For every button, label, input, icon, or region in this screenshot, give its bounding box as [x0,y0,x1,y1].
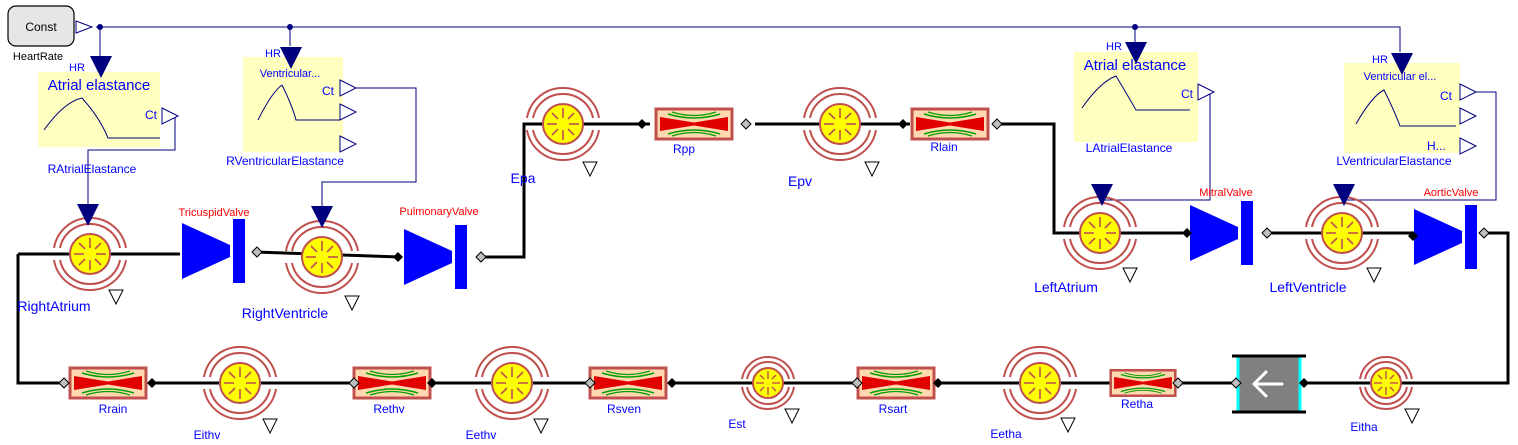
rrain-resistor[interactable]: Rrain [58,366,157,416]
rsven-resistor[interactable]: Rsven [584,366,677,416]
left-ventricular-elastance-block[interactable]: Ventricular el... HR Ct H... LVentricula… [1336,53,1477,168]
retha-resistor[interactable]: Retha [1109,368,1184,411]
epv-compliance[interactable]: Epv [788,86,908,189]
mitral-valve-label: MitralValve [1199,187,1253,199]
eetha-compliance[interactable]: Eetha [990,345,1077,441]
left-ventricular-output-port-2[interactable] [1459,107,1477,125]
est-compliance[interactable]: Est [728,355,800,431]
right-ventricle-label: RightVentricle [242,305,329,321]
rlain-label: Rlain [930,140,957,154]
epv-label: Epv [788,173,812,189]
left-ventricular-elastance-title: Ventricular el... [1364,71,1437,83]
left-ventricular-ct-output-port[interactable] [1459,83,1477,101]
eetha-pressure-port[interactable] [1060,417,1076,433]
left-atrium-pressure-port[interactable] [1122,267,1138,283]
right-ventricle-chamber[interactable]: RightVentricle [242,206,360,321]
left-atrial-elastance-hr: HR [1106,41,1122,53]
right-atrial-elastance-hr: HR [69,62,85,74]
rsven-label: Rsven [607,402,641,416]
right-ventricular-elastance-hr: HR [265,48,281,60]
left-atrium-chamber[interactable]: LeftAtrium [1034,184,1138,295]
right-atrial-elastance-name: RAtrialElastance [48,162,137,176]
epa-pressure-port[interactable] [582,161,598,177]
right-ventricle-elastance-input-arrow [311,206,333,228]
est-pressure-port[interactable] [784,408,800,424]
eetha-label: Eetha [990,427,1022,441]
left-atrial-elastance-ct: Ct [1181,87,1194,101]
est-label: Est [728,417,746,431]
blood-pump-element[interactable] [1230,354,1309,414]
const-name: HeartRate [13,51,63,63]
left-atrial-elastance-title: Atrial elastance [1084,57,1187,74]
eithv-label: Eithv [194,428,221,442]
epv-pressure-port[interactable] [864,161,880,177]
eethv-compliance[interactable]: Eethv [466,345,549,442]
left-atrial-ct-output-port[interactable] [1197,83,1215,101]
tricuspid-valve-label: TricuspidValve [179,207,250,219]
eethv-pressure-port[interactable] [533,418,549,434]
right-ventricular-output-port-2[interactable] [339,103,357,121]
rethv-label: Rethv [373,402,404,416]
pulmonary-valve-label: PulmonaryValve [399,206,478,218]
eithv-compliance[interactable]: Eithv [194,345,278,442]
epa-compliance[interactable]: Epa [511,86,647,186]
eethv-label: Eethv [466,428,497,442]
pulmonary-valve[interactable]: PulmonaryValve [393,206,487,289]
epa-label: Epa [511,170,536,186]
left-ventricular-elastance-name: LVentricularElastance [1336,154,1452,168]
right-atrial-elastance-ct: Ct [145,108,158,122]
right-ventricular-elastance-title: Ventricular... [260,68,321,80]
right-atrial-ct-output-port[interactable] [161,107,179,125]
rlain-resistor[interactable]: Rlain [910,107,1003,154]
left-ventricular-elastance-hr: HR [1372,54,1388,66]
aortic-valve-label: AorticValve [1424,187,1479,199]
left-ventricle-label: LeftVentricle [1269,279,1346,295]
left-atrium-label: LeftAtrium [1034,279,1098,295]
left-atrial-elastance-block[interactable]: Atrial elastance HR Ct LAtrialElastance [1074,41,1215,155]
right-atrial-elastance-title: Atrial elastance [48,77,151,94]
eitha-pressure-port[interactable] [1404,408,1420,424]
rethv-resistor[interactable]: Rethv [348,366,437,416]
rrain-label: Rrain [99,402,128,416]
left-ventricle-pressure-port[interactable] [1366,267,1382,283]
mitral-valve[interactable]: MitralValve [1182,187,1273,265]
right-ventricular-elastance-block[interactable]: Ventricular... HR Ct RVentricularElastan… [226,47,357,168]
rsart-label: Rsart [879,402,908,416]
left-atrial-elastance-name: LAtrialElastance [1086,141,1173,155]
left-ventricle-chamber[interactable]: LeftVentricle [1269,184,1382,295]
const-label: Const [25,20,57,34]
right-atrium-chamber[interactable]: RightAtrium [17,204,127,314]
right-ventricular-output-port-3[interactable] [339,135,357,153]
aortic-valve[interactable]: AorticValve [1408,187,1490,269]
left-ventricular-output-port-3[interactable] [1459,137,1477,155]
rsart-resistor[interactable]: Rsart [851,366,943,416]
eitha-compliance[interactable]: Eitha [1350,355,1420,434]
bus-junction-dots [97,24,1138,30]
rpp-resistor[interactable]: Rpp [654,107,752,156]
right-atrium-label: RightAtrium [17,298,90,314]
arrow-left-icon [1252,370,1284,398]
rpp-label: Rpp [673,142,695,156]
heart-rate-const-block[interactable]: Const HeartRate [7,5,94,63]
right-ventricular-ct-output-port[interactable] [339,79,357,97]
left-ventricular-elastance-ct: Ct [1440,89,1453,103]
right-ventricular-elastance-ct: Ct [322,84,335,98]
right-atrium-pressure-port[interactable] [108,289,124,305]
retha-label: Retha [1121,397,1153,411]
eitha-label: Eitha [1350,420,1378,434]
right-ventricular-elastance-name: RVentricularElastance [226,154,344,168]
left-ventricular-elastance-h: H... [1427,139,1446,153]
tricuspid-valve[interactable]: TricuspidValve [179,207,263,283]
right-atrial-elastance-block[interactable]: Atrial elastance HR Ct RAtrialElastance [38,56,179,176]
right-ventricle-pressure-port[interactable] [344,295,360,311]
eithv-pressure-port[interactable] [262,418,278,434]
right-atrium-elastance-input-arrow [77,204,99,226]
